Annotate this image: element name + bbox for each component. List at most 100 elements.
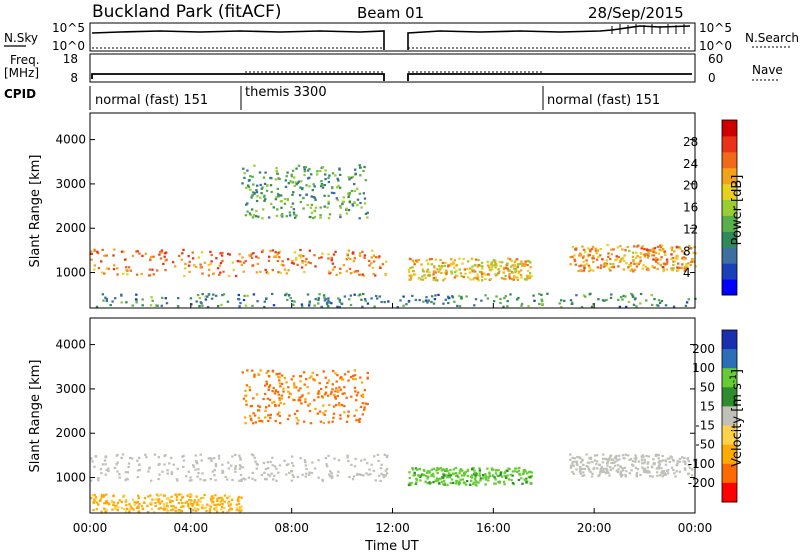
echo-cell <box>356 472 359 475</box>
echo-cell <box>506 474 509 477</box>
echo-cell <box>456 275 459 278</box>
echo-cell <box>277 393 280 396</box>
echo-cell <box>154 504 157 507</box>
echo-cell <box>263 199 266 202</box>
echo-cell <box>305 257 308 260</box>
echo-cell <box>625 262 628 265</box>
echo-cell <box>310 471 314 475</box>
echo-cell <box>291 193 294 196</box>
echo-cell <box>498 261 501 264</box>
echo-cell <box>297 419 300 422</box>
echo-cell <box>613 464 617 467</box>
echo-cell <box>353 386 357 389</box>
echo-cell <box>322 370 325 373</box>
echo-cell <box>361 273 365 276</box>
echo-cell <box>612 263 615 266</box>
echo-cell <box>278 379 281 382</box>
echo-cell <box>324 298 328 301</box>
echo-cell <box>419 479 422 482</box>
echo-cell <box>659 244 662 247</box>
echo-cell <box>525 477 528 480</box>
echo-cell <box>338 298 341 301</box>
echo-cell <box>327 305 330 308</box>
echo-cell <box>470 257 474 260</box>
echo-cell <box>301 473 304 476</box>
echo-cell <box>301 261 304 264</box>
echo-cell <box>571 460 575 463</box>
echo-cell <box>226 496 229 499</box>
echo-cell <box>231 478 234 481</box>
echo-cell <box>210 497 213 500</box>
echo-cell <box>311 461 314 464</box>
echo-cell <box>601 258 604 261</box>
echo-cell <box>323 413 326 416</box>
echo-cell <box>151 268 154 271</box>
echo-cell <box>274 420 277 423</box>
echo-cell <box>648 249 651 252</box>
echo-cell <box>650 465 654 468</box>
echo-cell <box>359 405 363 408</box>
echo-cell <box>220 254 224 257</box>
echo-cell <box>533 299 536 302</box>
echo-cell <box>245 203 248 206</box>
echo-cell <box>384 474 387 477</box>
echo-cell <box>582 471 585 474</box>
echo-cell <box>460 275 463 278</box>
echo-cell <box>356 187 359 190</box>
echo-cell <box>498 481 501 484</box>
echo-cell <box>678 457 682 460</box>
echo-cell <box>336 394 339 398</box>
echo-cell <box>207 504 211 507</box>
echo-cell <box>177 510 181 513</box>
echo-cell <box>338 386 341 389</box>
echo-cell <box>494 482 497 485</box>
echo-cell <box>331 268 335 271</box>
echo-cell <box>597 474 600 478</box>
echo-cell <box>363 256 366 259</box>
echo-cell <box>243 172 246 175</box>
echo-cell <box>181 252 184 255</box>
echo-cell <box>372 469 376 473</box>
echo-cell <box>125 477 128 480</box>
echo-cell <box>623 259 626 262</box>
echo-cell <box>573 259 577 262</box>
echo-cell <box>646 462 649 465</box>
echo-cell <box>360 298 363 301</box>
echo-cell <box>195 300 198 303</box>
echo-cell <box>273 255 276 258</box>
echo-cell <box>267 414 270 417</box>
echo-cell <box>348 199 352 203</box>
echo-cell <box>426 301 429 304</box>
echo-cell <box>599 470 602 474</box>
echo-cell <box>347 249 350 252</box>
echo-cell <box>347 209 351 212</box>
echo-cell <box>487 273 490 276</box>
echo-cell <box>352 260 356 263</box>
echo-cell <box>575 247 578 250</box>
echo-cell <box>150 507 154 511</box>
echo-cell <box>635 265 639 268</box>
echo-cell <box>125 269 128 272</box>
echo-cell <box>470 479 473 482</box>
echo-cell <box>207 263 210 267</box>
echo-cell <box>194 454 197 457</box>
echo-cell <box>188 479 192 482</box>
echo-cell <box>615 255 618 258</box>
echo-cell <box>411 294 414 297</box>
echo-cell <box>180 493 183 496</box>
echo-cell <box>599 468 602 472</box>
echo-cell <box>463 472 466 475</box>
echo-cell <box>227 502 230 505</box>
echo-cell <box>654 259 657 262</box>
echo-cell <box>112 494 115 497</box>
echo-cell <box>453 259 456 262</box>
echo-cell <box>447 474 450 477</box>
echo-cell <box>236 259 239 263</box>
echo-cell <box>220 303 223 306</box>
echo-cell <box>210 253 213 257</box>
echo-cell <box>427 475 430 478</box>
echo-cell <box>560 299 563 302</box>
echo-cell <box>230 464 233 467</box>
echo-cell <box>504 471 507 474</box>
echo-cell <box>383 453 386 456</box>
